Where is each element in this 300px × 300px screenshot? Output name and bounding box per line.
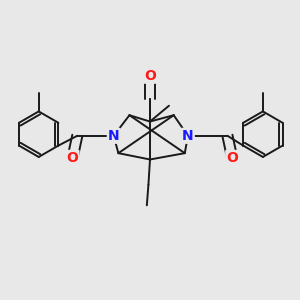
- Text: N: N: [108, 129, 119, 143]
- Text: O: O: [226, 151, 238, 165]
- Text: N: N: [182, 129, 194, 143]
- Text: O: O: [67, 151, 79, 165]
- Text: O: O: [144, 69, 156, 83]
